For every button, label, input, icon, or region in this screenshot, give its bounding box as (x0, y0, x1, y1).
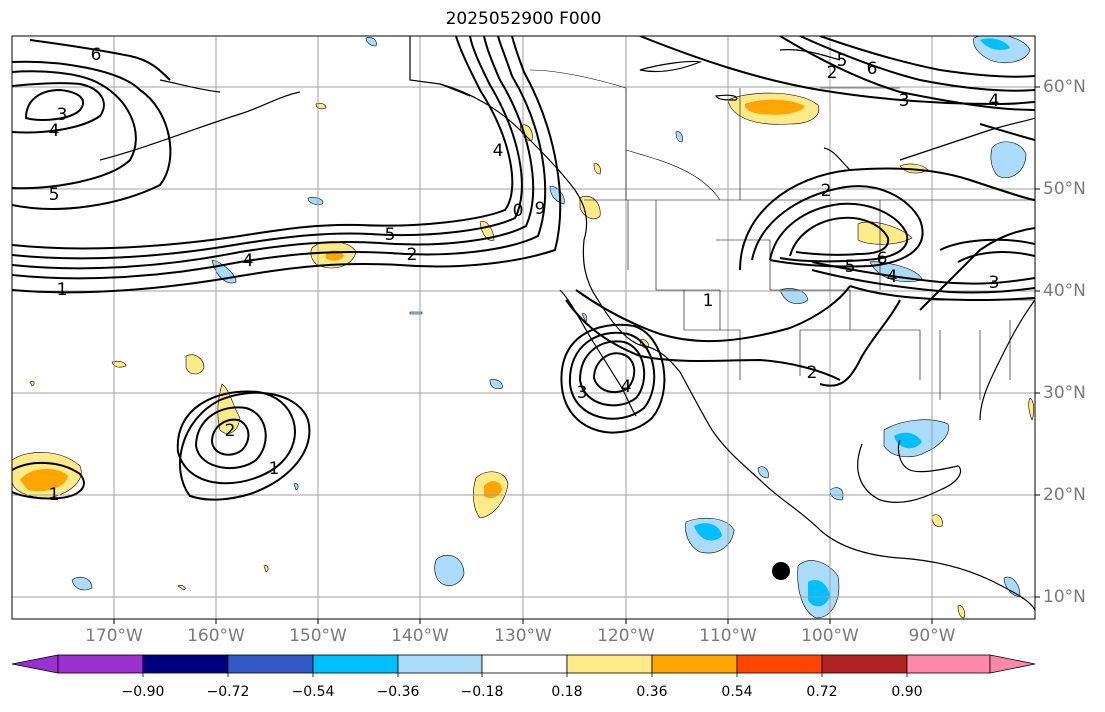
longitude-label: 100°W (801, 626, 859, 646)
contour-label: 1 (57, 280, 68, 300)
contour-label: 4 (49, 121, 60, 141)
contour-label: 2 (807, 363, 818, 383)
colorbar-segment (481, 654, 568, 674)
colorbar (11, 654, 1036, 677)
contour-label: 3 (899, 91, 910, 111)
colorbar-tick-label: −0.18 (460, 684, 504, 700)
longitude-label: 150°W (289, 626, 347, 646)
contour-label: 4 (989, 91, 1000, 111)
contour-label: 3 (577, 383, 588, 403)
latitude-label: 10°N (1043, 587, 1086, 607)
colorbar-segment (397, 654, 483, 674)
contour-label: 2 (407, 245, 418, 265)
contour-label: 4 (243, 251, 254, 271)
latitude-label: 40°N (1043, 281, 1086, 301)
colorbar-tick-label: −0.72 (206, 684, 250, 700)
longitude-label: 130°W (494, 626, 552, 646)
latitude-label: 20°N (1043, 485, 1086, 505)
colorbar-segment (57, 654, 144, 674)
height-contours (12, 36, 1035, 501)
contour-label: 2 (821, 181, 832, 201)
colorbar-segment (566, 654, 653, 674)
contour-label: 4 (621, 377, 632, 397)
contour-label: 1 (49, 485, 60, 505)
colorbar-tick-label: 0.54 (721, 684, 753, 700)
contour-labels: 6 3 4 5 5 2 4 1 5 6 3 4 2 2 5 6 4 3 1 2 … (49, 45, 1000, 505)
contour-label: 6 (91, 45, 102, 65)
contour-label: 1 (269, 459, 280, 479)
contour-label: 4 (887, 267, 898, 287)
contour-label: 2 (225, 421, 236, 441)
colorbar-segment (821, 654, 908, 674)
contour-label: 6 (867, 59, 878, 79)
longitude-label: 90°W (908, 626, 956, 646)
state-borders (529, 69, 1035, 400)
contour-label: 9 (535, 199, 546, 219)
longitude-label: 170°W (85, 626, 143, 646)
graticule (12, 36, 1035, 619)
longitude-label: 110°W (699, 626, 757, 646)
contour-label: 2 (827, 63, 838, 83)
longitude-label: 120°W (597, 626, 655, 646)
contour-label: 1 (703, 291, 714, 311)
contour-label: 0 (513, 201, 524, 221)
colorbar-tick-label: −0.36 (376, 684, 420, 700)
longitude-label: 160°W (187, 626, 245, 646)
colorbar-tick-label: −0.54 (291, 684, 335, 700)
colorbar-tick-label: 0.18 (551, 684, 583, 700)
colorbar-tick-label: 0.36 (636, 684, 668, 700)
contour-label: 5 (49, 185, 60, 205)
map-title: 2025052900 F000 (445, 9, 602, 29)
contour-label: 5 (385, 225, 396, 245)
contour-label: 6 (877, 249, 888, 269)
colorbar-segment (906, 654, 991, 674)
colorbar-segment (11, 654, 59, 674)
contour-label: 5 (837, 51, 848, 71)
contour-label: 3 (57, 105, 68, 125)
contour-label: 3 (989, 273, 1000, 293)
colorbar-segment (651, 654, 738, 674)
colorbar-segment (736, 654, 823, 674)
longitude-label: 140°W (391, 626, 449, 646)
colorbar-segment (142, 654, 229, 674)
coastlines (99, 36, 1035, 611)
colorbar-tick-label: −0.90 (121, 684, 165, 700)
colorbar-tick-label: 0.72 (806, 684, 838, 700)
colorbar-segment (989, 654, 1036, 674)
colorbar-segment (312, 654, 399, 674)
latitude-label: 60°N (1043, 77, 1086, 97)
contour-label: 4 (493, 141, 504, 161)
colorbar-segment (227, 654, 314, 674)
latitude-label: 50°N (1043, 179, 1086, 199)
colorbar-tick-label: 0.90 (891, 684, 923, 700)
storm-position-marker (772, 562, 790, 580)
axis-ticks (113, 86, 1040, 624)
contour-label: 5 (845, 257, 856, 277)
latitude-label: 30°N (1043, 383, 1086, 403)
